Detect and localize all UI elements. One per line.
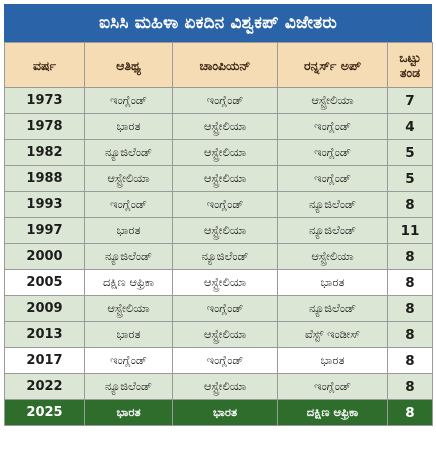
champion-cell: ಆಸ್ಟ್ರೇಲಿಯಾ [172, 139, 278, 166]
host-cell: ಆಸ್ಟ್ರೇಲಿಯಾ [84, 295, 173, 322]
year-cell: 2005 [4, 269, 85, 296]
teams-cell: 7 [387, 87, 433, 114]
header-runner-up: ರನ್ನರ್ಸ್ ಅಪ್ [277, 42, 388, 88]
runner-up-cell: ಇಂಗ್ಲೆಂಡ್ [277, 139, 388, 166]
teams-cell: 8 [387, 295, 433, 322]
year-cell: 1982 [4, 139, 85, 166]
header-host: ಆತಿಥ್ಯ [84, 42, 173, 88]
year-cell: 1978 [4, 113, 85, 140]
year-cell: 2000 [4, 243, 85, 270]
header-row: ವರ್ಷ ಆತಿಥ್ಯ ಚಾಂಪಿಯನ್ ರನ್ನರ್ಸ್ ಅಪ್ ಒಟ್ಟು … [4, 42, 433, 88]
teams-cell: 8 [387, 269, 433, 296]
champion-cell: ನ್ಯೂಜಿಲೆಂಡ್ [172, 243, 278, 270]
champion-cell: ಇಂಗ್ಲೆಂಡ್ [172, 347, 278, 374]
runner-up-cell: ವೆಸ್ಟ್ ಇಂಡೀಸ್ [277, 321, 388, 348]
host-cell: ಇಂಗ್ಲೆಂಡ್ [84, 347, 173, 374]
header-teams: ಒಟ್ಟು ತಂಡ [387, 42, 433, 88]
host-cell: ಇಂಗ್ಲೆಂಡ್ [84, 191, 173, 218]
header-teams-line2: ತಂಡ [399, 65, 421, 80]
champion-cell: ಆಸ್ಟ್ರೇಲಿಯಾ [172, 269, 278, 296]
runner-up-cell: ಇಂಗ್ಲೆಂಡ್ [277, 113, 388, 140]
table-title: ಐಸಿಸಿ ಮಹಿಳಾ ಏಕದಿನ ವಿಶ್ವಕಪ್ ವಿಜೇತರು [4, 4, 432, 42]
host-cell: ಭಾರತ [84, 399, 173, 426]
runner-up-cell: ಇಂಗ್ಲೆಂಡ್ [277, 165, 388, 192]
runner-up-cell: ಆಸ್ಟ್ರೇಲಿಯಾ [277, 87, 388, 114]
champion-cell: ಆಸ್ಟ್ರೇಲಿಯಾ [172, 373, 278, 400]
host-cell: ಇಂಗ್ಲೆಂಡ್ [84, 87, 173, 114]
year-cell: 1997 [4, 217, 85, 244]
table-row: 1978 ಭಾರತ ಆಸ್ಟ್ರೇಲಿಯಾ ಇಂಗ್ಲೆಂಡ್ 4 [4, 113, 433, 140]
year-cell: 1973 [4, 87, 85, 114]
champion-cell: ಭಾರತ [172, 399, 278, 426]
year-cell: 1988 [4, 165, 85, 192]
runner-up-cell: ಭಾರತ [277, 269, 388, 296]
table-row: 2000 ನ್ಯೂಜಿಲೆಂಡ್ ನ್ಯೂಜಿಲೆಂಡ್ ಆಸ್ಟ್ರೇಲಿಯಾ 8 [4, 243, 433, 270]
year-cell: 2017 [4, 347, 85, 374]
runner-up-cell: ನ್ಯೂಜಿಲೆಂಡ್ [277, 295, 388, 322]
table-row: 1973 ಇಂಗ್ಲೆಂಡ್ ಇಂಗ್ಲೆಂಡ್ ಆಸ್ಟ್ರೇಲಿಯಾ 7 [4, 87, 433, 114]
year-cell: 2022 [4, 373, 85, 400]
teams-cell: 8 [387, 347, 433, 374]
teams-cell: 5 [387, 139, 433, 166]
table-row: 2005 ದಕ್ಷಿಣ ಆಫ್ರಿಕಾ ಆಸ್ಟ್ರೇಲಿಯಾ ಭಾರತ 8 [4, 269, 433, 296]
host-cell: ಭಾರತ [84, 113, 173, 140]
table-row: 2017 ಇಂಗ್ಲೆಂಡ್ ಇಂಗ್ಲೆಂಡ್ ಭಾರತ 8 [4, 347, 433, 374]
teams-cell: 5 [387, 165, 433, 192]
host-cell: ನ್ಯೂಜಿಲೆಂಡ್ [84, 373, 173, 400]
header-teams-line1: ಒಟ್ಟು [399, 50, 421, 65]
champion-cell: ಇಂಗ್ಲೆಂಡ್ [172, 87, 278, 114]
teams-cell: 4 [387, 113, 433, 140]
teams-cell: 8 [387, 399, 433, 426]
teams-cell: 8 [387, 321, 433, 348]
year-cell: 2025 [4, 399, 85, 426]
table-row: 1988 ಆಸ್ಟ್ರೇಲಿಯಾ ಆಸ್ಟ್ರೇಲಿಯಾ ಇಂಗ್ಲೆಂಡ್ 5 [4, 165, 433, 192]
runner-up-cell: ಇಂಗ್ಲೆಂಡ್ [277, 373, 388, 400]
host-cell: ಭಾರತ [84, 217, 173, 244]
champion-cell: ಆಸ್ಟ್ರೇಲಿಯಾ [172, 321, 278, 348]
year-cell: 1993 [4, 191, 85, 218]
teams-cell: 8 [387, 243, 433, 270]
table-row: 2013 ಭಾರತ ಆಸ್ಟ್ರೇಲಿಯಾ ವೆಸ್ಟ್ ಇಂಡೀಸ್ 8 [4, 321, 433, 348]
host-cell: ದಕ್ಷಿಣ ಆಫ್ರಿಕಾ [84, 269, 173, 296]
table-row: 2025 ಭಾರತ ಭಾರತ ದಕ್ಷಿಣ ಆಫ್ರಿಕಾ 8 [4, 399, 433, 426]
winners-table: ವರ್ಷ ಆತಿಥ್ಯ ಚಾಂಪಿಯನ್ ರನ್ನರ್ಸ್ ಅಪ್ ಒಟ್ಟು … [4, 42, 433, 426]
year-cell: 2013 [4, 321, 85, 348]
table-row: 1993 ಇಂಗ್ಲೆಂಡ್ ಇಂಗ್ಲೆಂಡ್ ನ್ಯೂಜಿಲೆಂಡ್ 8 [4, 191, 433, 218]
teams-cell: 11 [387, 217, 433, 244]
host-cell: ಭಾರತ [84, 321, 173, 348]
teams-cell: 8 [387, 191, 433, 218]
runner-up-cell: ನ್ಯೂಜಿಲೆಂಡ್ [277, 217, 388, 244]
host-cell: ಆಸ್ಟ್ರೇಲಿಯಾ [84, 165, 173, 192]
champion-cell: ಆಸ್ಟ್ರೇಲಿಯಾ [172, 217, 278, 244]
table-row: 2022 ನ್ಯೂಜಿಲೆಂಡ್ ಆಸ್ಟ್ರೇಲಿಯಾ ಇಂಗ್ಲೆಂಡ್ 8 [4, 373, 433, 400]
year-cell: 2009 [4, 295, 85, 322]
runner-up-cell: ದಕ್ಷಿಣ ಆಫ್ರಿಕಾ [277, 399, 388, 426]
host-cell: ನ್ಯೂಜಿಲೆಂಡ್ [84, 243, 173, 270]
teams-cell: 8 [387, 373, 433, 400]
header-year: ವರ್ಷ [4, 42, 85, 88]
host-cell: ನ್ಯೂಜಿಲೆಂಡ್ [84, 139, 173, 166]
table-row: 1982 ನ್ಯೂಜಿಲೆಂಡ್ ಆಸ್ಟ್ರೇಲಿಯಾ ಇಂಗ್ಲೆಂಡ್ 5 [4, 139, 433, 166]
header-champion: ಚಾಂಪಿಯನ್ [172, 42, 278, 88]
runner-up-cell: ನ್ಯೂಜಿಲೆಂಡ್ [277, 191, 388, 218]
winners-infographic: ಐಸಿಸಿ ಮಹಿಳಾ ಏಕದಿನ ವಿಶ್ವಕಪ್ ವಿಜೇತರು ವರ್ಷ … [4, 4, 433, 448]
champion-cell: ಆಸ್ಟ್ರೇಲಿಯಾ [172, 165, 278, 192]
table-row: 1997 ಭಾರತ ಆಸ್ಟ್ರೇಲಿಯಾ ನ್ಯೂಜಿಲೆಂಡ್ 11 [4, 217, 433, 244]
champion-cell: ಆಸ್ಟ್ರೇಲಿಯಾ [172, 113, 278, 140]
champion-cell: ಇಂಗ್ಲೆಂಡ್ [172, 191, 278, 218]
runner-up-cell: ಭಾರತ [277, 347, 388, 374]
table-row: 2009 ಆಸ್ಟ್ರೇಲಿಯಾ ಇಂಗ್ಲೆಂಡ್ ನ್ಯೂಜಿಲೆಂಡ್ 8 [4, 295, 433, 322]
runner-up-cell: ಆಸ್ಟ್ರೇಲಿಯಾ [277, 243, 388, 270]
champion-cell: ಇಂಗ್ಲೆಂಡ್ [172, 295, 278, 322]
table-body: 1973 ಇಂಗ್ಲೆಂಡ್ ಇಂಗ್ಲೆಂಡ್ ಆಸ್ಟ್ರೇಲಿಯಾ 7 1978 ಭಾ… [4, 87, 433, 426]
